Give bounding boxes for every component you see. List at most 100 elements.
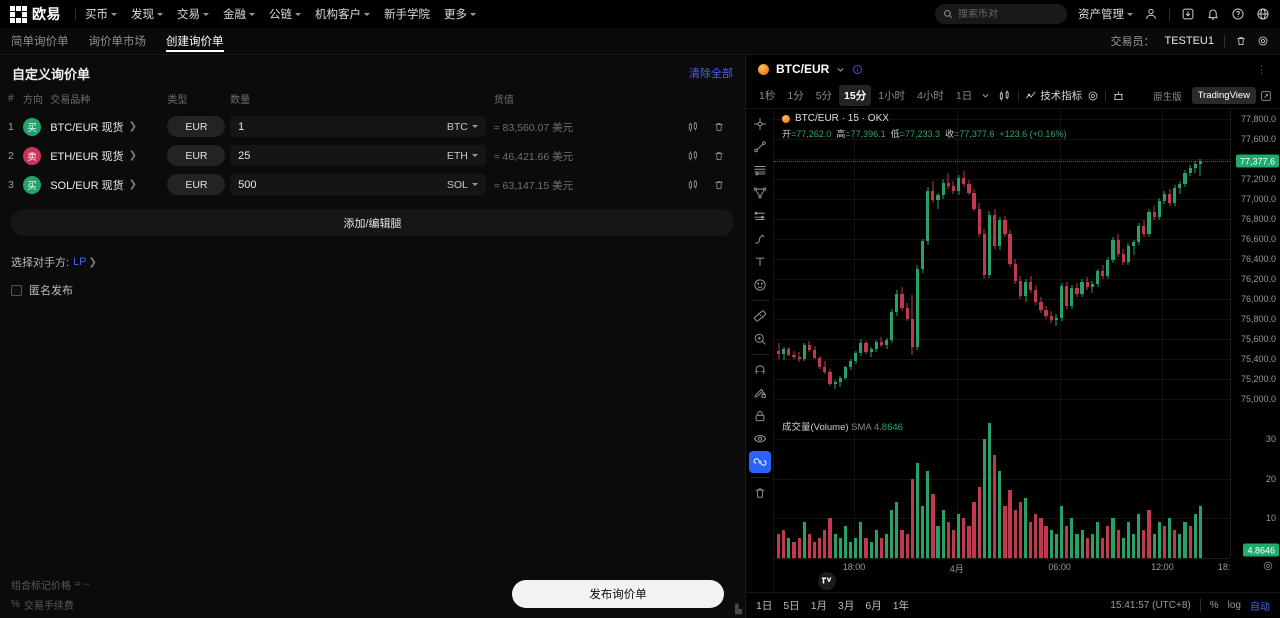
- chevron-down-icon[interactable]: [836, 65, 845, 74]
- quantity-input[interactable]: [238, 149, 447, 162]
- add-edit-leg-button[interactable]: 添加/编辑腿: [11, 209, 734, 236]
- clear-all-button[interactable]: 清除全部: [689, 68, 733, 80]
- counterparty-selector[interactable]: LP ❯: [73, 256, 97, 268]
- view-native-button[interactable]: 原生版: [1153, 91, 1182, 103]
- assets-management-menu[interactable]: 资产管理: [1078, 6, 1133, 22]
- search-box[interactable]: [935, 4, 1067, 24]
- candlestick-icon[interactable]: [687, 121, 699, 133]
- info-icon[interactable]: [852, 64, 863, 75]
- search-input[interactable]: [958, 8, 1059, 20]
- timeframe-1s[interactable]: 1秒: [759, 90, 776, 102]
- auto-scale-button[interactable]: 自动: [1250, 602, 1270, 613]
- view-tradingview-button[interactable]: TradingView: [1191, 87, 1256, 104]
- symbol-selector[interactable]: SOL/EUR 现货 ❯: [50, 177, 167, 193]
- timeframe-1d[interactable]: 1日: [955, 90, 973, 102]
- tab-rfq-market[interactable]: 询价单市场: [88, 36, 147, 48]
- nav-item-institutional[interactable]: 机构客户: [315, 6, 370, 22]
- delete-icon[interactable]: [713, 150, 725, 162]
- nav-item-academy[interactable]: 新手学院: [384, 6, 430, 22]
- tab-create-rfq[interactable]: 创建询价单: [166, 28, 224, 55]
- indicators-icon[interactable]: [1025, 89, 1038, 102]
- type-pill[interactable]: EUR: [167, 116, 226, 137]
- tradingview-logo-icon[interactable]: [818, 572, 836, 590]
- help-icon[interactable]: [1231, 7, 1245, 21]
- direction-badge-buy[interactable]: 买: [23, 175, 42, 194]
- unit-selector[interactable]: SOL: [447, 179, 478, 191]
- quantity-field[interactable]: SOL: [230, 174, 486, 195]
- candlestick-icon[interactable]: [687, 179, 699, 191]
- range-1m[interactable]: 1月: [810, 600, 828, 612]
- nav-item-more[interactable]: 更多: [444, 6, 476, 22]
- gear-icon[interactable]: [1087, 90, 1099, 102]
- unit-selector[interactable]: ETH: [447, 150, 478, 162]
- nav-item-discover[interactable]: 发现: [131, 6, 163, 22]
- user-icon[interactable]: [1144, 7, 1158, 21]
- gear-icon[interactable]: [1257, 35, 1269, 47]
- quantity-field[interactable]: BTC: [230, 116, 486, 137]
- trendline-icon[interactable]: [749, 136, 771, 158]
- horizontal-lines-icon[interactable]: [749, 159, 771, 181]
- timeframe-1h[interactable]: 1小时: [878, 90, 906, 102]
- anonymous-checkbox[interactable]: [11, 284, 22, 296]
- ruler-icon[interactable]: [749, 305, 771, 327]
- chart-plot-area[interactable]: BTC/EUR · 15 · OKX 开=77,262.0 高=77,396.1…: [774, 109, 1280, 592]
- trash-icon[interactable]: [1235, 35, 1247, 47]
- tab-simple-rfq[interactable]: 简单询价单: [11, 36, 69, 48]
- okx-logo[interactable]: 欧易: [10, 4, 61, 24]
- nav-item-trade[interactable]: 交易: [177, 6, 209, 22]
- lock-icon[interactable]: [749, 405, 771, 427]
- nav-item-finance[interactable]: 金融: [223, 6, 255, 22]
- globe-icon[interactable]: [1256, 7, 1270, 21]
- publish-rfq-button[interactable]: 发布询价单: [512, 580, 724, 608]
- log-scale-button[interactable]: log: [1227, 600, 1241, 611]
- pencil-lock-icon[interactable]: [749, 382, 771, 404]
- direction-badge-sell[interactable]: 卖: [23, 146, 42, 165]
- resize-grip[interactable]: ▙: [735, 604, 742, 614]
- candle-type-icon[interactable]: [998, 89, 1012, 103]
- chevron-down-icon[interactable]: [981, 91, 990, 100]
- chart-settings-icon[interactable]: [1262, 560, 1274, 572]
- fullscreen-icon[interactable]: [1260, 90, 1272, 102]
- emoji-icon[interactable]: [749, 274, 771, 296]
- link-icon[interactable]: [748, 451, 771, 473]
- price-axis[interactable]: 77,800.077,600.077,400.077,200.077,000.0…: [1230, 109, 1280, 558]
- panel-menu-icon[interactable]: ⋮: [1256, 63, 1268, 76]
- delete-icon[interactable]: [713, 179, 725, 191]
- time-axis[interactable]: 18:00 4月 06:00 12:00 18:: [774, 558, 1230, 574]
- quantity-field[interactable]: ETH: [230, 145, 486, 166]
- range-1y[interactable]: 1年: [892, 600, 910, 612]
- candlestick-icon[interactable]: [687, 150, 699, 162]
- quantity-input[interactable]: [238, 120, 447, 133]
- percent-scale-button[interactable]: %: [1209, 600, 1219, 611]
- magnet-icon[interactable]: [749, 359, 771, 381]
- brush-icon[interactable]: [749, 228, 771, 250]
- timeframe-15m[interactable]: 15分: [839, 85, 872, 106]
- quantity-input[interactable]: [238, 178, 447, 191]
- range-1d[interactable]: 1日: [756, 600, 773, 612]
- trash-icon[interactable]: [749, 482, 771, 504]
- direction-badge-buy[interactable]: 买: [23, 117, 42, 136]
- text-icon[interactable]: [749, 251, 771, 273]
- type-pill[interactable]: EUR: [167, 174, 226, 195]
- patterns-icon[interactable]: [749, 205, 771, 227]
- timeframe-1m[interactable]: 1分: [787, 90, 804, 102]
- symbol-selector[interactable]: ETH/EUR 现货 ❯: [50, 148, 167, 164]
- pitchfork-icon[interactable]: [749, 182, 771, 204]
- type-pill[interactable]: EUR: [167, 145, 226, 166]
- nav-item-buy-crypto[interactable]: 买币: [85, 6, 117, 22]
- delete-icon[interactable]: [713, 121, 725, 133]
- crosshair-icon[interactable]: [749, 113, 771, 135]
- download-icon[interactable]: [1181, 7, 1195, 21]
- timeframe-4h[interactable]: 4小时: [917, 90, 944, 102]
- range-5d[interactable]: 5日: [783, 600, 800, 612]
- indicators-label[interactable]: 技术指标: [1040, 90, 1083, 102]
- eye-icon[interactable]: [749, 428, 771, 450]
- zoom-icon[interactable]: [749, 328, 771, 350]
- symbol-selector[interactable]: BTC/EUR 现货 ❯: [50, 119, 167, 135]
- bell-icon[interactable]: [1206, 7, 1220, 21]
- range-6m[interactable]: 6月: [865, 600, 882, 612]
- snapshot-icon[interactable]: [1112, 89, 1125, 102]
- range-3m[interactable]: 3月: [838, 600, 855, 612]
- unit-selector[interactable]: BTC: [447, 121, 478, 133]
- nav-item-chain[interactable]: 公链: [269, 6, 301, 22]
